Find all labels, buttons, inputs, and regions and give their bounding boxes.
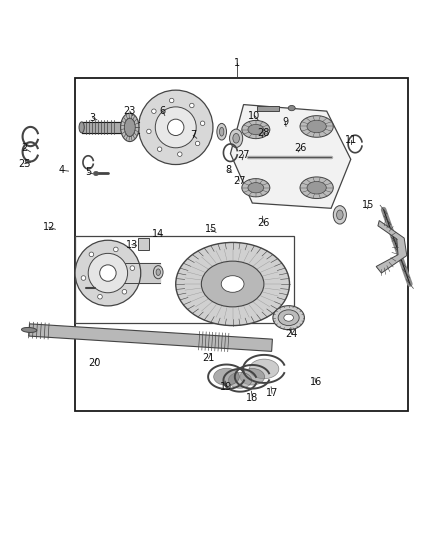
Text: 27: 27: [233, 176, 245, 186]
Ellipse shape: [299, 116, 332, 138]
Text: 8: 8: [225, 165, 231, 175]
Ellipse shape: [213, 368, 239, 385]
Ellipse shape: [299, 177, 332, 198]
FancyBboxPatch shape: [138, 238, 149, 250]
Ellipse shape: [189, 103, 194, 108]
Text: 17: 17: [265, 389, 278, 398]
Ellipse shape: [241, 179, 269, 197]
Text: 15: 15: [361, 200, 374, 210]
Text: 21: 21: [202, 353, 214, 364]
Ellipse shape: [216, 124, 226, 140]
Text: 15: 15: [204, 224, 216, 235]
Ellipse shape: [175, 243, 289, 326]
Text: 20: 20: [88, 358, 101, 368]
Ellipse shape: [336, 210, 343, 220]
Ellipse shape: [155, 269, 160, 276]
Ellipse shape: [21, 327, 37, 333]
Text: 14: 14: [152, 229, 164, 239]
Text: 1: 1: [233, 58, 240, 68]
Ellipse shape: [130, 266, 134, 270]
Ellipse shape: [288, 106, 294, 111]
Text: 19: 19: [219, 382, 232, 392]
Ellipse shape: [332, 206, 346, 224]
Text: 12: 12: [42, 222, 55, 232]
Text: 28: 28: [257, 128, 269, 138]
Ellipse shape: [122, 289, 127, 294]
Polygon shape: [375, 221, 406, 273]
Text: 9: 9: [282, 117, 288, 127]
Ellipse shape: [157, 147, 162, 151]
Ellipse shape: [249, 359, 278, 379]
Text: 5: 5: [85, 167, 91, 177]
Ellipse shape: [283, 314, 293, 321]
Ellipse shape: [219, 127, 223, 136]
Text: 27: 27: [237, 150, 249, 160]
Ellipse shape: [151, 109, 156, 114]
Ellipse shape: [247, 124, 263, 135]
Ellipse shape: [247, 183, 263, 193]
Ellipse shape: [195, 141, 199, 146]
Text: 26: 26: [257, 218, 269, 228]
Ellipse shape: [146, 129, 151, 134]
Ellipse shape: [99, 265, 116, 281]
Ellipse shape: [240, 368, 264, 385]
Ellipse shape: [98, 294, 102, 299]
Text: 3: 3: [89, 112, 95, 123]
Text: 18: 18: [246, 393, 258, 403]
Polygon shape: [75, 78, 407, 411]
Text: 6: 6: [159, 106, 165, 116]
Polygon shape: [28, 324, 272, 351]
Ellipse shape: [75, 240, 141, 306]
Ellipse shape: [278, 310, 298, 326]
Text: 26: 26: [293, 143, 306, 154]
Ellipse shape: [272, 305, 304, 330]
Ellipse shape: [89, 252, 93, 257]
Ellipse shape: [229, 129, 242, 148]
Text: 25: 25: [18, 159, 31, 168]
Ellipse shape: [88, 253, 127, 293]
Ellipse shape: [81, 276, 85, 280]
Ellipse shape: [153, 265, 162, 279]
Text: 23: 23: [124, 106, 136, 116]
Ellipse shape: [169, 98, 173, 103]
Ellipse shape: [113, 247, 118, 252]
Ellipse shape: [155, 107, 196, 148]
Ellipse shape: [124, 118, 135, 136]
FancyBboxPatch shape: [256, 107, 278, 111]
Ellipse shape: [200, 121, 205, 125]
Text: 2: 2: [21, 143, 28, 154]
Text: 11: 11: [344, 135, 356, 144]
Text: 16: 16: [309, 377, 321, 387]
Text: 4: 4: [59, 165, 65, 175]
Ellipse shape: [306, 181, 325, 194]
Ellipse shape: [306, 120, 325, 133]
Ellipse shape: [177, 152, 182, 156]
Ellipse shape: [228, 373, 251, 388]
Text: 24: 24: [285, 329, 297, 340]
Polygon shape: [230, 104, 350, 208]
Ellipse shape: [167, 119, 184, 135]
Ellipse shape: [201, 261, 263, 307]
Text: 10: 10: [248, 110, 260, 120]
Ellipse shape: [138, 90, 212, 165]
Ellipse shape: [221, 276, 244, 292]
Ellipse shape: [232, 133, 239, 143]
Text: 7: 7: [190, 130, 196, 140]
Ellipse shape: [241, 120, 269, 139]
Text: 13: 13: [126, 240, 138, 249]
Ellipse shape: [79, 122, 84, 133]
Ellipse shape: [120, 113, 139, 142]
Polygon shape: [75, 236, 293, 324]
